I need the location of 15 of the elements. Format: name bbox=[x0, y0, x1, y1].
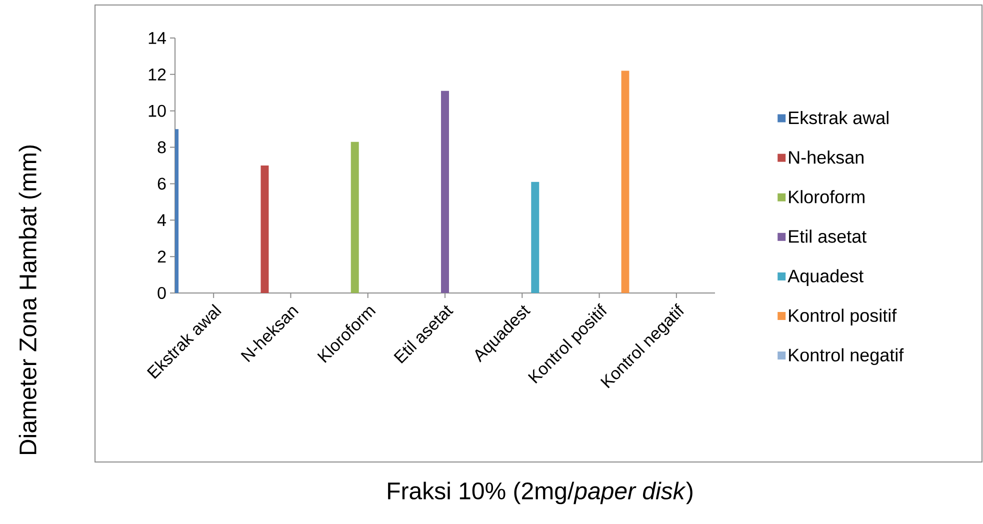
y-tick-label: 12 bbox=[148, 68, 166, 80]
legend-label: Aquadest bbox=[788, 269, 864, 286]
y-tick-label: 0 bbox=[158, 286, 166, 300]
y-tick-label: 4 bbox=[157, 214, 166, 226]
y-tick-label: 14 bbox=[148, 32, 166, 44]
y-tick-label: 10 bbox=[148, 104, 166, 117]
legend-label: Ekstrak awal bbox=[789, 110, 888, 124]
y-tick-label: 6 bbox=[158, 178, 166, 190]
legend-label: N-heksan bbox=[789, 150, 864, 164]
legend-label: Etil asetat bbox=[789, 230, 866, 243]
legend-label: Kloroform bbox=[789, 190, 864, 204]
x-axis-title: Fraksi 10% (2mg/paper disk) bbox=[388, 482, 692, 504]
y-tick-label: 2 bbox=[158, 250, 166, 262]
y-axis-title: Diameter Zona Hambat (mm) bbox=[18, 145, 42, 454]
y-tick-label: 8 bbox=[158, 141, 166, 154]
